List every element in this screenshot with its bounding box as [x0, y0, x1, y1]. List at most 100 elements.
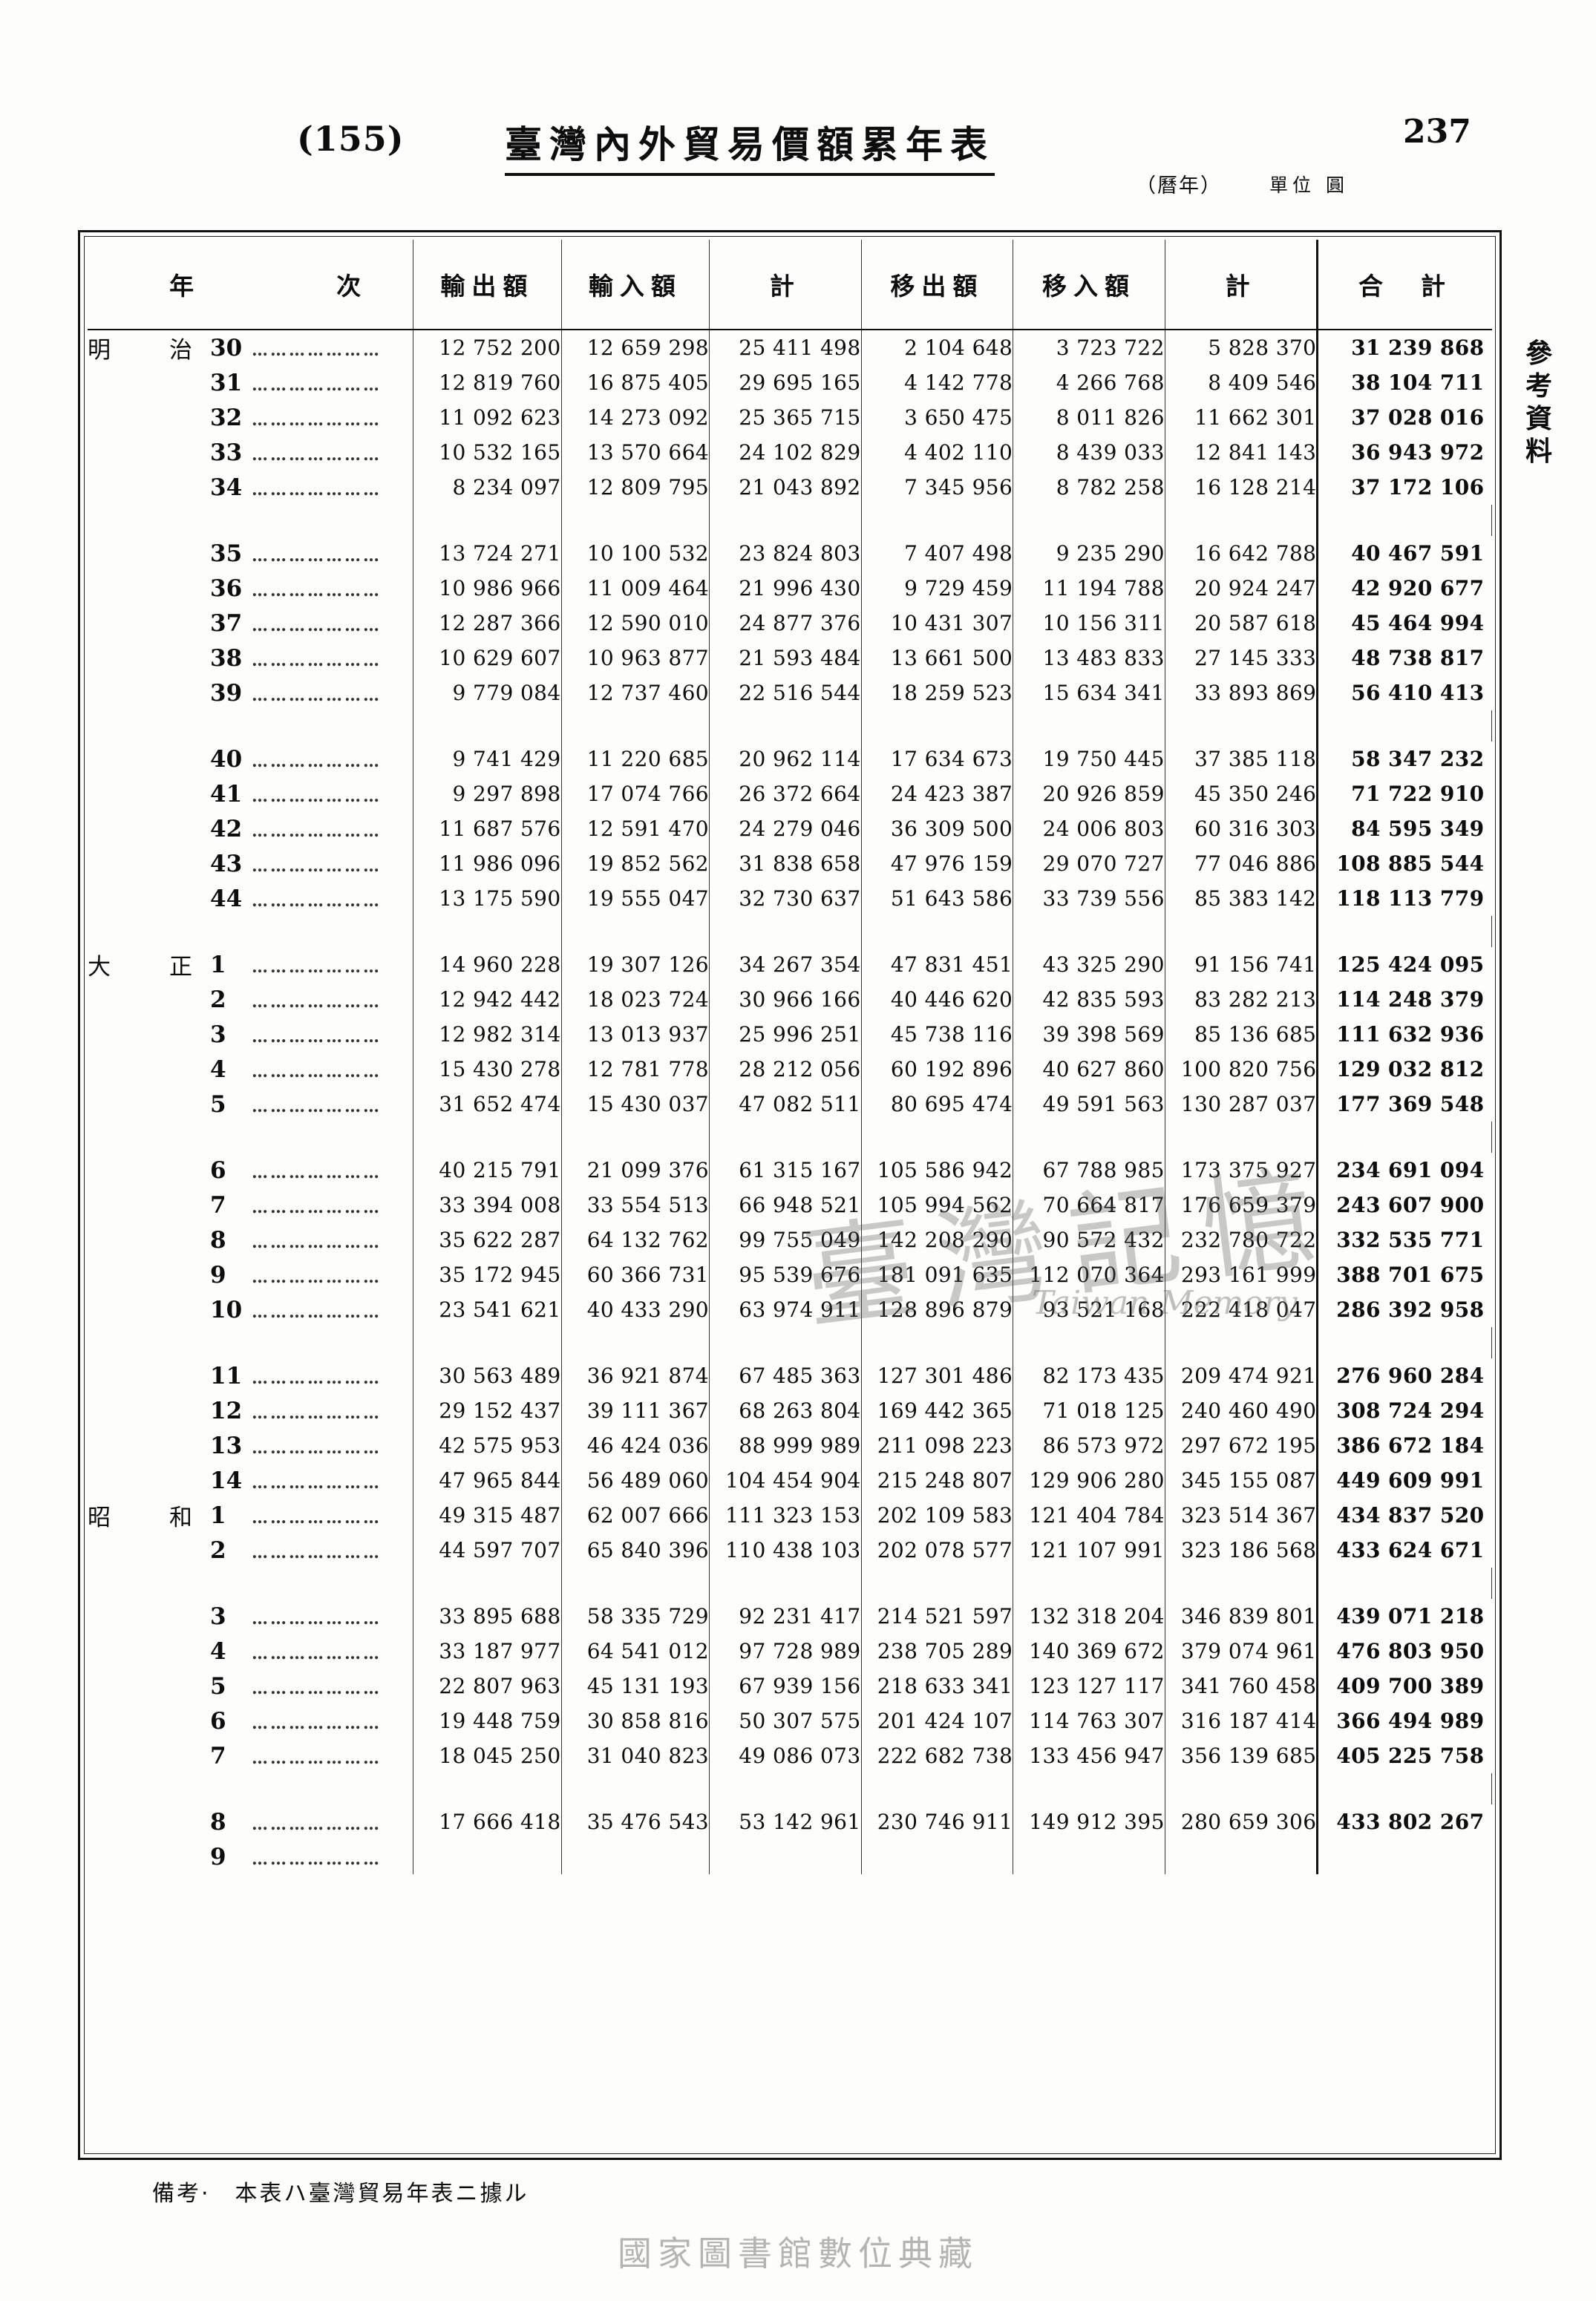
year-cell: 40 …………………	[210, 742, 414, 776]
row-spacer-cell	[1013, 505, 1165, 536]
cell-grand_total: 433 624 671	[1316, 1533, 1492, 1568]
cell-subtotal_foreign: 20 962 114	[709, 742, 862, 776]
table-row: 7 ………………… 18 045 250 31 040 823 49 086 073 22…	[88, 1738, 1492, 1773]
cell-grand_total: 84 595 349	[1316, 811, 1492, 846]
cell-export_foreign: 15 430 278	[413, 1052, 562, 1087]
cell-import_foreign: 19 555 047	[561, 881, 710, 916]
row-spacer-cell	[1013, 1327, 1165, 1358]
year-cell: 3 …………………	[210, 1599, 414, 1634]
cell-import_domestic: 90 572 432	[1013, 1222, 1165, 1257]
cell-export_foreign: 31 652 474	[413, 1087, 562, 1122]
cell-export_domestic: 24 423 387	[861, 776, 1014, 811]
row-spacer-cell	[861, 1568, 1014, 1599]
cell-subtotal_domestic: 12 841 143	[1165, 435, 1318, 470]
cell-subtotal_domestic: 341 760 458	[1165, 1669, 1318, 1703]
row-spacer	[88, 1327, 1492, 1358]
year-number: 34	[210, 474, 243, 501]
row-spacer	[88, 1568, 1492, 1599]
cell-export_domestic: 4 402 110	[861, 435, 1014, 470]
era-label	[88, 1533, 210, 1568]
row-spacer-cell	[1316, 1773, 1492, 1804]
cell-import_foreign: 12 737 460	[561, 675, 710, 710]
year-cell: 12 …………………	[210, 1393, 414, 1428]
leader-dots: …………………	[252, 479, 382, 500]
cell-subtotal_foreign: 88 999 989	[709, 1428, 862, 1463]
year-number: 6	[210, 1707, 226, 1735]
leader-dots: …………………	[252, 957, 382, 977]
row-spacer-cell	[88, 1568, 210, 1599]
cell-export_domestic: 215 248 807	[861, 1463, 1014, 1498]
era-label	[88, 1153, 210, 1188]
cell-subtotal_foreign: 25 411 498	[709, 330, 862, 365]
cell-export_foreign: 11 092 623	[413, 400, 562, 435]
leader-dots: …………………	[252, 615, 382, 635]
cell-import_foreign: 39 111 367	[561, 1393, 710, 1428]
cell-export_domestic: 17 634 673	[861, 742, 1014, 776]
cell-grand_total: 58 347 232	[1316, 742, 1492, 776]
era-label	[88, 1804, 210, 1839]
cell-import_foreign: 13 013 937	[561, 1017, 710, 1052]
cell-subtotal_domestic: 83 282 213	[1165, 982, 1318, 1017]
cell-export_domestic: 105 586 942	[861, 1153, 1014, 1188]
cell-export_foreign: 12 982 314	[413, 1017, 562, 1052]
side-label-char: 考	[1525, 370, 1552, 402]
cell-subtotal_foreign: 99 755 049	[709, 1222, 862, 1257]
row-spacer-cell	[88, 505, 210, 536]
cell-import_domestic: 49 591 563	[1013, 1087, 1165, 1122]
leader-dots: …………………	[252, 546, 382, 566]
side-label-char: 料	[1525, 436, 1552, 467]
row-spacer-cell	[88, 710, 210, 742]
year-cell: 36 …………………	[210, 571, 414, 606]
cell-export_domestic: 230 746 911	[861, 1804, 1014, 1839]
cell-grand_total: 125 424 095	[1316, 947, 1492, 982]
cell-import_domestic: 33 739 556	[1013, 881, 1165, 916]
cell-export_domestic: 202 109 583	[861, 1498, 1014, 1533]
row-spacer-cell	[709, 1773, 862, 1804]
era-label	[88, 742, 210, 776]
side-label-char: 資	[1525, 403, 1552, 434]
footnote: 備考· 本表ハ臺灣貿易年表ニ據ル	[152, 2181, 529, 2207]
cell-subtotal_domestic: 77 046 886	[1165, 846, 1318, 881]
cell-export_foreign: 42 575 953	[413, 1428, 562, 1463]
era-label	[88, 435, 210, 470]
cell-export_domestic: 2 104 648	[861, 330, 1014, 365]
row-spacer-cell	[1013, 1773, 1165, 1804]
cell-import_domestic: 3 723 722	[1013, 330, 1165, 365]
row-spacer-cell	[861, 505, 1014, 536]
table-row: 42 ………………… 11 687 576 12 591 470 24 279 046 3…	[88, 811, 1492, 846]
unit-note: 單位 圓	[1269, 174, 1349, 196]
table-row: 31………………… 12 819 760 16 875 405 29 695 165 4…	[88, 365, 1492, 400]
leader-dots: …………………	[252, 685, 382, 705]
table-row: 35 ………………… 13 724 271 10 100 532 23 824 803 7…	[88, 536, 1492, 571]
cell-export_domestic: 222 682 738	[861, 1738, 1014, 1773]
row-spacer-cell	[88, 1773, 210, 1804]
row-spacer	[88, 505, 1492, 536]
cell-export_foreign: 9 779 084	[413, 675, 562, 710]
cell-import_foreign	[561, 1839, 710, 1874]
year-cell: 6 …………………	[210, 1153, 414, 1188]
row-spacer-cell	[210, 1568, 414, 1599]
cell-grand_total: 108 885 544	[1316, 846, 1492, 881]
row-spacer-cell	[561, 1568, 710, 1599]
cell-export_domestic: 218 633 341	[861, 1669, 1014, 1703]
leader-dots: …………………	[252, 1713, 382, 1733]
year-cell: 2 …………………	[210, 982, 414, 1017]
cell-grand_total: 433 802 267	[1316, 1804, 1492, 1839]
table-row: 32………………… 11 092 623 14 273 092 25 365 715 3…	[88, 400, 1492, 435]
row-spacer-cell	[413, 505, 562, 536]
era-label	[88, 365, 210, 400]
leader-dots: …………………	[252, 856, 382, 876]
page-title: 臺灣內外貿易價額累年表	[505, 115, 995, 176]
year-cell: 38 …………………	[210, 641, 414, 675]
cell-subtotal_domestic: 20 924 247	[1165, 571, 1318, 606]
row-spacer-cell	[861, 916, 1014, 947]
cell-export_foreign: 11 687 576	[413, 811, 562, 846]
cell-subtotal_foreign: 21 593 484	[709, 641, 862, 675]
cell-import_domestic: 43 325 290	[1013, 947, 1165, 982]
cell-subtotal_foreign: 31 838 658	[709, 846, 862, 881]
cell-import_domestic: 70 664 817	[1013, 1188, 1165, 1222]
cell-import_domestic: 82 173 435	[1013, 1358, 1165, 1393]
cell-export_foreign: 35 172 945	[413, 1257, 562, 1292]
year-number: 33	[210, 439, 243, 466]
cell-subtotal_domestic: 280 659 306	[1165, 1804, 1318, 1839]
